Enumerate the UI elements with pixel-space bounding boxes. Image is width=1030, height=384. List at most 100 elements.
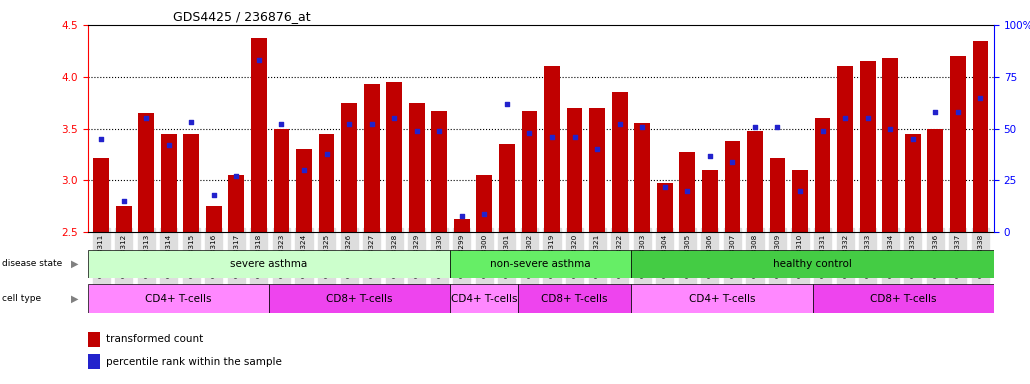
Bar — [341, 103, 357, 232]
Bar — [274, 129, 289, 232]
Bar — [251, 38, 267, 232]
Point — [228, 173, 244, 179]
Bar — [409, 103, 424, 232]
Point — [250, 57, 267, 63]
Point — [634, 124, 651, 130]
Point — [138, 115, 154, 121]
Bar — [93, 158, 109, 232]
Bar — [724, 141, 741, 232]
Bar — [815, 118, 830, 232]
Bar — [702, 170, 718, 232]
Bar — [450, 250, 631, 278]
Point — [972, 94, 989, 101]
Text: CD8+ T-cells: CD8+ T-cells — [327, 293, 392, 304]
Bar — [631, 250, 994, 278]
Text: percentile rank within the sample: percentile rank within the sample — [106, 357, 281, 367]
Point — [950, 109, 966, 115]
Point — [364, 121, 380, 127]
Point — [837, 115, 854, 121]
Bar — [521, 111, 538, 232]
Bar — [837, 66, 853, 232]
Point — [747, 124, 763, 130]
Text: CD8+ T-cells: CD8+ T-cells — [870, 293, 936, 304]
Bar — [386, 82, 402, 232]
Bar — [950, 56, 966, 232]
Bar — [500, 144, 515, 232]
Point — [521, 130, 538, 136]
Bar — [364, 84, 379, 232]
Text: transformed count: transformed count — [106, 334, 203, 344]
Text: CD4+ T-cells: CD4+ T-cells — [145, 293, 211, 304]
Bar — [972, 41, 989, 232]
Bar — [680, 152, 695, 232]
Point — [882, 126, 898, 132]
Point — [115, 198, 132, 204]
Point — [499, 101, 515, 107]
Bar — [229, 175, 244, 232]
Point — [296, 167, 312, 173]
Text: severe asthma: severe asthma — [230, 259, 307, 269]
Point — [341, 121, 357, 127]
Bar — [88, 354, 100, 369]
Bar — [206, 207, 221, 232]
Point — [769, 124, 786, 130]
Text: CD4+ T-cells: CD4+ T-cells — [689, 293, 755, 304]
Bar — [747, 131, 763, 232]
Point — [679, 188, 695, 194]
Point — [93, 136, 109, 142]
Point — [792, 188, 809, 194]
Point — [589, 146, 606, 152]
Bar — [296, 149, 312, 232]
Bar — [115, 207, 132, 232]
Text: ▶: ▶ — [71, 259, 79, 269]
Point — [612, 121, 628, 127]
Point — [904, 136, 921, 142]
Point — [161, 142, 177, 148]
Bar — [883, 58, 898, 232]
Point — [859, 115, 876, 121]
Point — [453, 213, 470, 219]
Bar — [813, 284, 994, 313]
Bar — [183, 134, 199, 232]
Bar — [518, 284, 631, 313]
Text: CD8+ T-cells: CD8+ T-cells — [542, 293, 608, 304]
Point — [815, 127, 831, 134]
Point — [544, 134, 560, 140]
Bar — [589, 108, 605, 232]
Bar — [634, 124, 650, 232]
Bar — [769, 158, 786, 232]
Text: healthy control: healthy control — [774, 259, 852, 269]
Bar — [161, 134, 176, 232]
Bar — [477, 175, 492, 232]
Text: CD4+ T-cells: CD4+ T-cells — [451, 293, 517, 304]
Bar — [88, 332, 100, 347]
Point — [724, 159, 741, 165]
Text: disease state: disease state — [2, 260, 62, 268]
Bar — [631, 284, 813, 313]
Text: ▶: ▶ — [71, 293, 79, 304]
Bar — [318, 134, 335, 232]
Bar — [88, 250, 450, 278]
Bar — [269, 284, 450, 313]
Point — [409, 127, 425, 134]
Point — [183, 119, 200, 126]
Text: cell type: cell type — [2, 294, 41, 303]
Bar — [88, 284, 269, 313]
Bar — [612, 92, 627, 232]
Point — [656, 184, 673, 190]
Point — [476, 210, 492, 217]
Point — [566, 134, 583, 140]
Bar — [138, 113, 154, 232]
Text: non-severe asthma: non-severe asthma — [490, 259, 591, 269]
Bar — [566, 108, 582, 232]
Point — [273, 121, 289, 127]
Bar — [792, 170, 808, 232]
Bar — [905, 134, 921, 232]
Bar — [927, 129, 943, 232]
Point — [206, 192, 222, 198]
Point — [431, 127, 447, 134]
Bar — [860, 61, 876, 232]
Bar — [450, 284, 518, 313]
Point — [318, 151, 335, 157]
Point — [701, 152, 718, 159]
